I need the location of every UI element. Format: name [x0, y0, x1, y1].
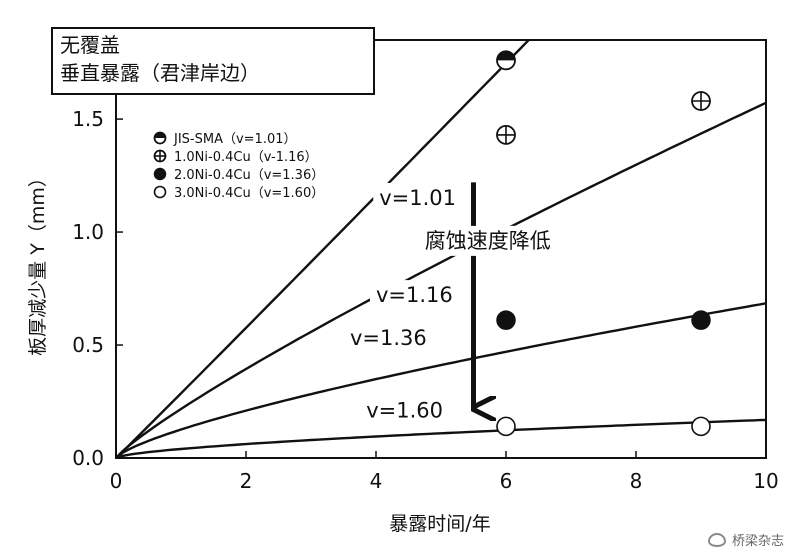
y-tick-label: 0.0 [72, 446, 104, 470]
x-tick-label: 2 [240, 469, 253, 493]
curve-line [116, 101, 766, 458]
curve-label: v=1.01 [379, 186, 456, 210]
curve-line [116, 302, 766, 458]
data-point [496, 124, 516, 145]
curve-group [116, 40, 766, 458]
legend-marker [153, 149, 167, 163]
plot-frame [115, 39, 767, 459]
legend-marker [153, 185, 167, 199]
data-point [691, 91, 711, 111]
watermark-text: 桥梁杂志 [731, 534, 784, 549]
data-point [496, 416, 516, 437]
point-group [496, 50, 711, 437]
legend-marker [153, 167, 167, 181]
title-line-1: 无覆盖 [60, 33, 120, 57]
watermark: 桥梁杂志 [707, 530, 784, 549]
wechat-icon [707, 532, 726, 547]
title-box [51, 27, 375, 95]
legend-entry: JIS-SMA（v=1.01） [173, 132, 297, 147]
x-tick-label: 4 [370, 469, 383, 493]
data-point [691, 416, 711, 437]
curve-label: v=1.36 [350, 326, 427, 350]
x-tick-label: 8 [630, 469, 643, 493]
curve-label-bg [370, 280, 474, 309]
legend-entry: 2.0Ni-0.4Cu（v=1.36） [174, 168, 324, 183]
y-tick-label: 1.5 [72, 107, 104, 131]
x-tick-label: 6 [500, 469, 513, 493]
curve-label: v=1.16 [376, 283, 453, 307]
curve-label-bg [360, 395, 465, 424]
curve-label-bg [373, 182, 478, 211]
label-group: v=1.01 v=1.16 v=1.36 v=1.60 腐蚀速度降低 JIS-SMA（v=… [153, 131, 590, 424]
y-tick-label: 0.5 [72, 333, 104, 357]
legend-entry: 3.0Ni-0.4Cu（v=1.60） [174, 186, 324, 201]
x-axis-label: 暴露时间/年 [389, 513, 490, 535]
legend-marker [153, 131, 167, 145]
annotation-bg [383, 225, 590, 256]
annotation-text: 腐蚀速度降低 [425, 229, 551, 253]
curve-label-bg [344, 323, 448, 352]
data-point [496, 50, 516, 71]
curve-line [116, 418, 766, 458]
x-tick-label: 0 [110, 469, 123, 493]
y-axis-label: 板厚减少量 Y（mm） [27, 168, 49, 356]
data-point [691, 310, 711, 330]
data-point [496, 310, 516, 330]
legend-entry: 1.0Ni-0.4Cu（v-1.16） [174, 150, 318, 165]
title-line-2: 垂直暴露（君津岸边） [60, 61, 260, 85]
x-tick-label: 10 [753, 469, 778, 493]
tick-group: 0 2 4 6 8 10 0.0 0.5 1.0 1.5 [72, 107, 779, 493]
y-tick-label: 1.0 [72, 220, 104, 244]
curve-line [116, 40, 531, 458]
legend: JIS-SMA（v=1.01） 1.0Ni-0.4Cu（v-1.16） 2.0Ni-… [153, 131, 324, 201]
curve-label: v=1.60 [366, 398, 443, 422]
